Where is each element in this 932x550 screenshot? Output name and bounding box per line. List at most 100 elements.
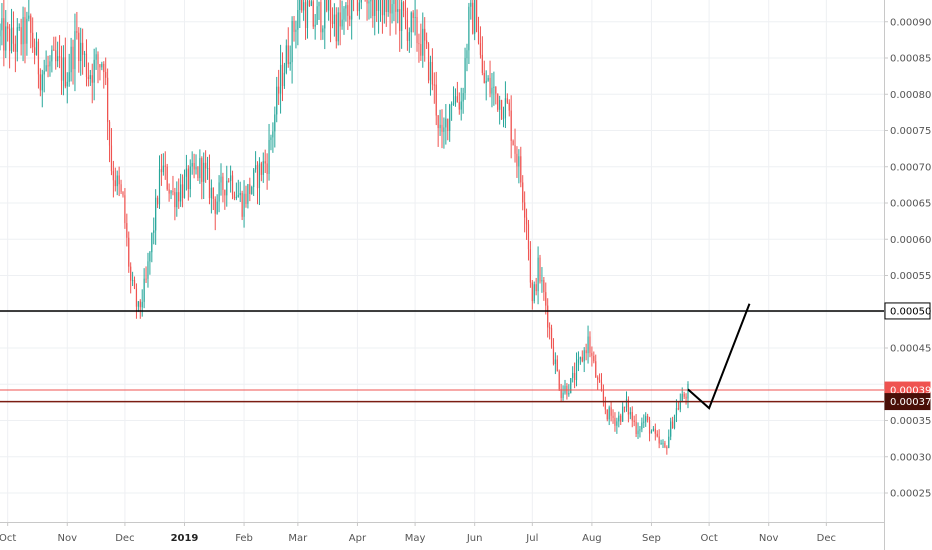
candle-body [677, 408, 679, 410]
horizontal-levels[interactable] [0, 310, 884, 403]
x-tick-label: Nov [57, 533, 77, 544]
y-tick-label: 0.0004500 [890, 344, 932, 355]
candle-body [481, 54, 483, 73]
candle-body [543, 280, 545, 293]
candle-body [395, 0, 397, 12]
candle-body [406, 19, 409, 41]
candle-body [625, 399, 628, 408]
candle-body [510, 110, 512, 141]
candle-body [639, 429, 641, 431]
candle-body [681, 393, 683, 402]
candle-body [585, 350, 587, 354]
candle-body [168, 189, 170, 194]
candle-body [335, 14, 337, 42]
candle-body [647, 416, 649, 420]
candle-body [574, 372, 576, 381]
candle-body [641, 422, 643, 430]
candle-body [518, 156, 520, 167]
candle-body [235, 196, 237, 199]
candle-body [174, 192, 176, 208]
candle-body [408, 32, 410, 41]
y-tick-label: 0.0002500 [890, 489, 932, 500]
x-tick-label: Feb [235, 533, 253, 544]
candle-body [304, 2, 307, 29]
candle-body [22, 17, 24, 45]
candle-body [443, 127, 445, 132]
candle-body [597, 377, 599, 380]
candle-body [187, 168, 189, 190]
candle-body [460, 101, 462, 110]
candle-body [47, 65, 49, 67]
candle-body [318, 2, 320, 7]
candle-body [554, 359, 556, 365]
candle-body [487, 77, 489, 81]
x-tick-label: Sep [642, 533, 661, 544]
candle-body [537, 257, 539, 292]
candle-body [533, 284, 535, 302]
candle-body [72, 46, 74, 70]
candle-body [49, 61, 51, 67]
candle-body [687, 384, 689, 399]
candle-body [593, 355, 595, 362]
candle-body [199, 158, 201, 179]
y-tick-label: 0.0009000 [890, 17, 932, 28]
candle-body [124, 195, 126, 224]
candle-body [389, 0, 391, 14]
level-badge-label: 0.0003761 [890, 397, 932, 408]
candle-body [643, 421, 645, 423]
candle-body [372, 0, 374, 16]
candle-body [110, 145, 113, 172]
level-badges: 0.0005011 0.00039200.0003761 [884, 302, 932, 411]
candle-body [524, 202, 526, 218]
candle-body [502, 118, 505, 120]
candle-body [435, 84, 437, 116]
candle-body [595, 361, 597, 378]
candle-body [9, 28, 11, 51]
candle-body [97, 54, 99, 65]
candle-body [347, 5, 349, 16]
candle-body [552, 346, 555, 365]
candle-body [60, 57, 63, 81]
candle-body [329, 0, 332, 22]
trend-drawing[interactable] [687, 303, 751, 410]
candle-body [41, 74, 43, 91]
trend-line-drawing[interactable] [687, 303, 751, 410]
candle-body [416, 17, 418, 44]
candle-body [547, 305, 549, 328]
candle-body [287, 45, 289, 65]
price-axis[interactable]: 0.0009000 0.0008500 0.0008000 0.0007500 0.00… [884, 17, 932, 500]
x-tick-label: Dec [115, 533, 134, 544]
candle-body [233, 194, 236, 199]
candle-body [545, 292, 547, 306]
candle-body [114, 180, 116, 187]
candle-body [83, 53, 86, 55]
candle-body [541, 280, 543, 282]
candle-body [53, 49, 55, 51]
candle-body [531, 282, 533, 302]
x-tick-label: Mar [288, 533, 308, 544]
candle-body [589, 336, 591, 353]
candle-body [45, 65, 47, 72]
candle-body [64, 57, 66, 87]
candle-body [631, 412, 633, 421]
candle-body [616, 421, 618, 426]
candle-body [564, 385, 566, 393]
y-tick-label: 0.0003000 [890, 452, 932, 463]
candle-body [598, 379, 601, 383]
candle-body [33, 47, 36, 56]
x-tick-label: Dec [817, 533, 836, 544]
candle-body [281, 64, 284, 87]
candle-body [683, 393, 685, 397]
candle-body [337, 12, 339, 42]
candle-body [422, 28, 424, 56]
candle-body [141, 301, 143, 308]
candle-body [420, 44, 422, 56]
candle-body [132, 280, 134, 282]
candle-body [529, 249, 531, 283]
x-tick-label: Oct [700, 533, 717, 544]
candle-body [26, 18, 28, 44]
time-axis[interactable]: Oct Nov Dec 2019 Feb Mar Apr May Jun Jul Aug Sep Oct… [0, 522, 836, 544]
candle-body [116, 175, 118, 187]
candle-body [160, 169, 163, 173]
